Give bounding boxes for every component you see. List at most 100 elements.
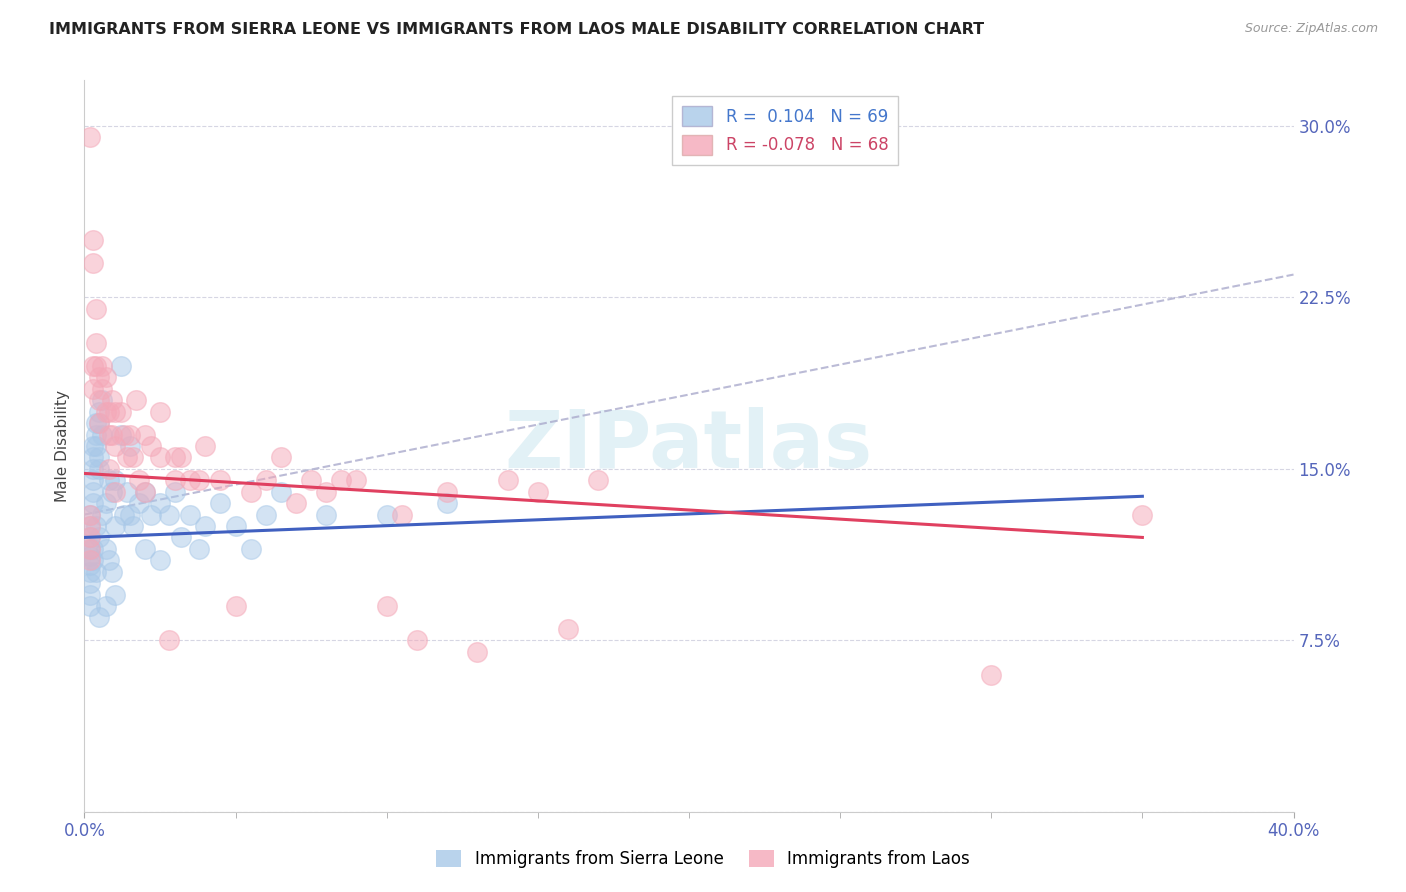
Point <box>285 496 308 510</box>
Point <box>86 416 108 430</box>
Point <box>527 484 550 499</box>
Text: IMMIGRANTS FROM SIERRA LEONE VS IMMIGRANTS FROM LAOS MALE DISABILITY CORRELATION: IMMIGRANTS FROM SIERRA LEONE VS IMMIGRAN… <box>49 22 984 37</box>
Point <box>86 301 108 316</box>
Point <box>375 508 398 522</box>
Point <box>94 496 117 510</box>
Point <box>194 439 217 453</box>
Point <box>115 450 138 465</box>
Y-axis label: Male Disability: Male Disability <box>55 390 70 502</box>
Point <box>165 484 187 499</box>
Point <box>97 427 120 442</box>
Point <box>89 370 111 384</box>
Point <box>82 473 104 487</box>
Point <box>91 393 114 408</box>
Point <box>157 508 180 522</box>
Point <box>89 530 111 544</box>
Point <box>179 508 201 522</box>
Point <box>86 565 108 579</box>
Point <box>254 508 277 522</box>
Point <box>315 484 337 499</box>
Point <box>239 541 262 556</box>
Point <box>557 622 579 636</box>
Point <box>82 496 104 510</box>
Point <box>134 484 156 499</box>
Point <box>79 130 101 145</box>
Point <box>100 393 122 408</box>
Point <box>496 473 519 487</box>
Point <box>134 484 156 499</box>
Point <box>118 508 141 522</box>
Point <box>82 382 104 396</box>
Point <box>79 541 101 556</box>
Point <box>165 473 187 487</box>
Point <box>118 427 141 442</box>
Point <box>89 462 111 476</box>
Point <box>346 473 368 487</box>
Point <box>209 473 232 487</box>
Point <box>82 359 104 373</box>
Point <box>170 450 193 465</box>
Point <box>128 496 150 510</box>
Point <box>89 610 111 624</box>
Point <box>104 405 127 419</box>
Point <box>157 633 180 648</box>
Point <box>139 439 162 453</box>
Point <box>225 519 247 533</box>
Point <box>270 450 292 465</box>
Point <box>115 484 138 499</box>
Point <box>79 599 101 613</box>
Point <box>406 633 429 648</box>
Point <box>112 508 135 522</box>
Point <box>315 508 337 522</box>
Point <box>89 450 111 465</box>
Point <box>1130 508 1153 522</box>
Point <box>89 416 111 430</box>
Point <box>79 530 101 544</box>
Point <box>254 473 277 487</box>
Point <box>194 519 217 533</box>
Point <box>139 508 162 522</box>
Point <box>375 599 398 613</box>
Point <box>149 450 172 465</box>
Point <box>79 508 101 522</box>
Point <box>110 405 132 419</box>
Point <box>104 588 127 602</box>
Point <box>110 427 132 442</box>
Point <box>79 519 101 533</box>
Point <box>97 553 120 567</box>
Point <box>270 484 292 499</box>
Point <box>79 565 101 579</box>
Point <box>134 541 156 556</box>
Point <box>91 427 114 442</box>
Point <box>179 473 201 487</box>
Point <box>188 473 211 487</box>
Text: ZIPatlas: ZIPatlas <box>505 407 873 485</box>
Point <box>209 496 232 510</box>
Point <box>100 484 122 499</box>
Point <box>188 541 211 556</box>
Point <box>149 405 172 419</box>
Point <box>79 576 101 591</box>
Point <box>86 439 108 453</box>
Text: Source: ZipAtlas.com: Source: ZipAtlas.com <box>1244 22 1378 36</box>
Point <box>82 450 104 465</box>
Point <box>91 508 114 522</box>
Point <box>97 462 120 476</box>
Point <box>239 484 262 499</box>
Point <box>436 484 458 499</box>
Point <box>97 405 120 419</box>
Point <box>79 553 101 567</box>
Point <box>94 541 117 556</box>
Point <box>86 427 108 442</box>
Point <box>94 405 117 419</box>
Point <box>86 359 108 373</box>
Point <box>125 393 148 408</box>
Point <box>980 667 1002 681</box>
Point <box>467 645 489 659</box>
Point <box>588 473 610 487</box>
Point <box>165 450 187 465</box>
Point <box>82 484 104 499</box>
Point <box>104 519 127 533</box>
Point <box>79 558 101 572</box>
Point <box>91 359 114 373</box>
